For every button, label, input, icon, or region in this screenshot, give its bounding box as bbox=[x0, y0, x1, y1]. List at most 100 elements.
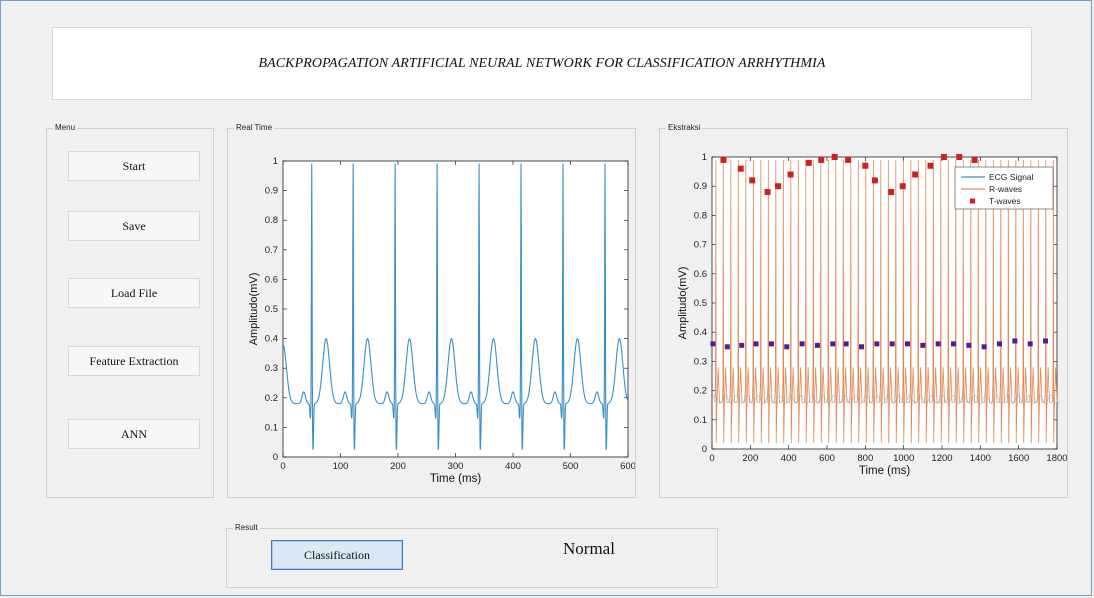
x-tick-label: 600 bbox=[819, 453, 835, 464]
t-wave-marker bbox=[912, 171, 919, 178]
peak-marker bbox=[905, 341, 910, 347]
x-tick-label: 1200 bbox=[931, 453, 952, 464]
t-wave-marker bbox=[831, 154, 838, 160]
x-tick-label: 200 bbox=[742, 453, 758, 464]
result-panel-label: Result bbox=[233, 523, 260, 533]
y-tick-label: 0.9 bbox=[265, 186, 278, 197]
realtime-panel-label: Real Time bbox=[234, 123, 275, 133]
classification-button[interactable]: Classification bbox=[271, 540, 403, 570]
y-tick-label: 1 bbox=[273, 156, 278, 167]
peak-marker bbox=[843, 341, 849, 347]
y-tick-label: 0.8 bbox=[694, 210, 707, 221]
y-tick-label: 1 bbox=[702, 152, 707, 163]
t-wave-marker bbox=[899, 183, 906, 190]
x-tick-label: 400 bbox=[781, 453, 797, 464]
peak-marker bbox=[739, 342, 745, 348]
t-wave-marker bbox=[818, 156, 825, 163]
save-button[interactable]: Save bbox=[68, 211, 200, 241]
peak-marker bbox=[753, 341, 759, 347]
y-tick-label: 0.2 bbox=[694, 386, 707, 397]
realtime-panel: Real Time 0 100 200 300 400 500 600 0 0.1 0.2 0.3 0… bbox=[227, 123, 636, 498]
t-wave-marker bbox=[971, 156, 978, 163]
app-title: BACKPROPAGATION ARTIFICIAL NEURAL NETWOR… bbox=[258, 55, 826, 71]
t-wave-marker bbox=[871, 177, 878, 184]
t-wave-marker bbox=[862, 162, 869, 169]
peak-marker bbox=[830, 341, 836, 347]
x-tick-label: 1400 bbox=[970, 453, 991, 464]
y-tick-label: 0.8 bbox=[265, 215, 278, 226]
y-tick-label: 0.2 bbox=[265, 393, 278, 404]
t-wave-marker bbox=[845, 156, 852, 163]
t-wave-marker bbox=[940, 154, 947, 160]
x-tick-label: 100 bbox=[333, 461, 349, 472]
ekstraksi-chart: 0 200 400 600 800 1000 1200 1400 1600 1800 0 0.1 0.2… bbox=[677, 152, 1067, 477]
feature-extraction-button[interactable]: Feature Extraction bbox=[68, 346, 200, 376]
y-tick-label: 0.3 bbox=[694, 356, 707, 367]
peak-marker bbox=[935, 341, 941, 347]
ecg-signal-series-line bbox=[711, 394, 1058, 405]
peak-marker bbox=[1027, 341, 1033, 347]
r-waves-series-line bbox=[714, 159, 1060, 444]
peak-marker bbox=[814, 342, 820, 348]
y-tick-label: 0.6 bbox=[265, 274, 278, 285]
legend-label: R-waves bbox=[989, 184, 1022, 194]
load-file-button[interactable]: Load File bbox=[68, 278, 200, 308]
x-tick-label: 0 bbox=[709, 453, 714, 464]
x-tick-label: 1000 bbox=[893, 453, 914, 464]
peak-marker bbox=[799, 341, 805, 347]
start-button[interactable]: Start bbox=[68, 151, 200, 181]
ann-button[interactable]: ANN bbox=[68, 419, 200, 449]
peak-marker bbox=[997, 341, 1002, 347]
t-wave-marker bbox=[787, 171, 794, 178]
x-tick-label: 1800 bbox=[1046, 453, 1067, 464]
x-tick-label: 600 bbox=[620, 461, 635, 472]
ekstraksi-panel: Ekstraksi 0 200 400 600 800 1000 1200 1400 1600 1… bbox=[659, 123, 1068, 498]
title-panel: BACKPROPAGATION ARTIFICIAL NEURAL NETWOR… bbox=[52, 27, 1032, 100]
result-panel: Result Classification Normal bbox=[226, 523, 718, 588]
t-wave-marker bbox=[805, 159, 812, 166]
legend-label: T-waves bbox=[989, 196, 1021, 206]
x-tick-label: 0 bbox=[280, 461, 285, 472]
t-wave-marker bbox=[775, 183, 782, 190]
menu-panel-label: Menu bbox=[53, 123, 78, 133]
peak-marker bbox=[981, 344, 987, 350]
y-tick-label: 0.3 bbox=[265, 363, 278, 374]
t-wave-marker bbox=[956, 154, 963, 160]
peak-marker bbox=[859, 344, 864, 350]
y-tick-label: 0.7 bbox=[265, 245, 278, 256]
y-tick-label: 0.6 bbox=[694, 269, 707, 280]
t-wave-marker bbox=[720, 156, 727, 163]
peak-marker bbox=[966, 342, 972, 348]
y-tick-label: 0.9 bbox=[694, 181, 707, 192]
x-tick-label: 200 bbox=[390, 461, 406, 472]
peak-marker bbox=[920, 342, 926, 348]
y-tick-label: 0.1 bbox=[694, 415, 707, 426]
peak-marker bbox=[951, 341, 956, 347]
y-tick-label: 0.7 bbox=[694, 240, 707, 251]
peak-marker bbox=[768, 341, 774, 347]
t-wave-marker bbox=[927, 162, 934, 169]
y-tick-label: 0.4 bbox=[265, 334, 278, 345]
peak-marker bbox=[889, 341, 895, 347]
ekstraksi-panel-label: Ekstraksi bbox=[666, 123, 703, 133]
menu-panel: Menu Start Save Load File Feature Extrac… bbox=[46, 123, 214, 498]
peak-marker bbox=[784, 344, 790, 350]
x-tick-label: 800 bbox=[857, 453, 873, 464]
x-axis-label: Time (ms) bbox=[859, 465, 910, 477]
x-tick-label: 1600 bbox=[1008, 453, 1029, 464]
y-tick-label: 0.5 bbox=[265, 304, 278, 315]
realtime-chart: 0 100 200 300 400 500 600 0 0.1 0.2 0.3 0.4 0.5 0.6 0.… bbox=[248, 156, 635, 485]
peak-marker bbox=[724, 344, 730, 350]
y-tick-label: 0 bbox=[273, 452, 278, 463]
x-tick-label: 400 bbox=[505, 461, 521, 472]
peak-marker bbox=[874, 341, 880, 347]
legend-label: ECG Signal bbox=[989, 172, 1034, 182]
t-wave-marker bbox=[764, 189, 771, 196]
y-tick-label: 0 bbox=[702, 444, 707, 455]
y-axis-label: Amplitudo(mV) bbox=[248, 273, 260, 346]
classification-result: Normal bbox=[563, 539, 615, 558]
t-wave-marker bbox=[888, 189, 895, 196]
peak-marker bbox=[1012, 338, 1018, 344]
t-wave-marker bbox=[749, 177, 756, 184]
